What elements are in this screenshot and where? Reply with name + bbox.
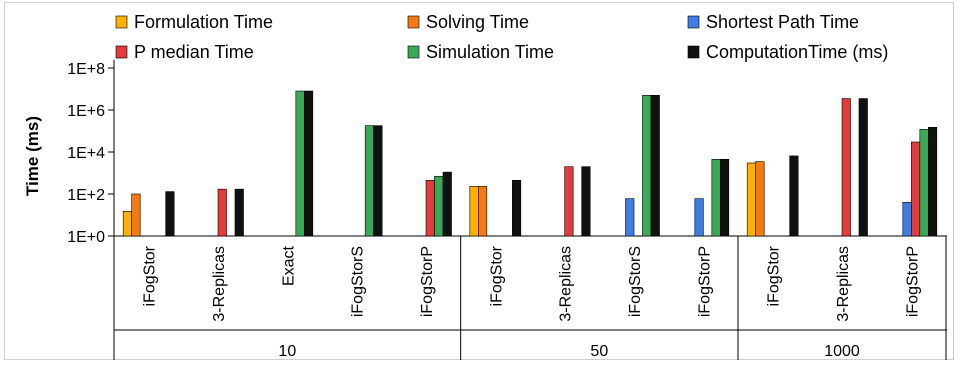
chart-frame [4,2,954,360]
category-label: iFogStor [488,245,505,306]
bar-simulation-time [364,125,374,237]
bar-shortest-path-time [902,202,912,237]
category-label: iFogStorP [419,246,436,317]
bar-simulation-time [434,175,444,237]
bar-formulation-time [122,211,132,237]
legend-label: Shortest Path Time [706,12,859,32]
category-label: 3-Replicas [558,246,575,322]
legend-label: ComputationTime (ms) [706,42,888,62]
legend-swatch [115,45,128,59]
legend-swatch [115,15,128,29]
legend-label: P median Time [134,42,254,62]
bar-computationtime-ms- [512,179,522,237]
bar-computationtime-ms- [720,158,730,237]
bar-computationtime-ms- [165,191,175,237]
bar-computationtime-ms- [442,171,452,237]
category-label: iFogStor [766,245,783,306]
legend-label: Solving Time [426,12,529,32]
legend-swatch [407,15,420,29]
bar-simulation-time [295,90,305,237]
bar-p-median-time [841,98,851,237]
bar-p-median-time [911,141,921,237]
bar-computationtime-ms- [858,98,868,237]
group-label: 10 [278,343,296,360]
bar-computationtime-ms- [928,127,938,237]
category-label: Exact [280,245,297,286]
legend-label: Formulation Time [134,12,273,32]
category-label: iFogStorS [627,246,644,317]
y-tick-label: 1E+0 [67,229,105,246]
bar-computationtime-ms- [234,188,244,237]
bar-computationtime-ms- [581,166,591,237]
bar-computationtime-ms- [650,95,660,237]
bar-p-median-time [217,188,227,237]
legend-swatch [687,15,700,29]
bar-computationtime-ms- [373,125,383,237]
bar-solving-time [478,186,488,237]
bar-simulation-time [919,129,929,237]
bar-shortest-path-time [694,198,704,237]
y-tick-label: 1E+2 [67,187,105,204]
legend-label: Simulation Time [426,42,554,62]
group-label: 50 [590,343,608,360]
bar-simulation-time [642,95,652,237]
bar-simulation-time [711,158,721,237]
bar-formulation-time [746,162,756,237]
category-label: 3-Replicas [835,246,852,322]
bar-shortest-path-time [625,198,635,237]
bar-computationtime-ms- [304,90,314,237]
legend-swatch [407,45,420,59]
bar-computationtime-ms- [789,155,799,237]
legend-swatch [687,45,700,59]
category-label: iFogStorP [696,246,713,317]
category-label: iFogStor [142,245,159,306]
category-label: iFogStorS [350,246,367,317]
y-axis-title: Time (ms) [23,116,42,196]
y-tick-label: 1E+4 [67,145,105,162]
y-tick-label: 1E+8 [67,61,105,78]
bar-p-median-time [564,166,574,237]
bar-p-median-time [425,179,435,237]
category-label: iFogStorP [904,246,921,317]
group-label: 1000 [824,343,860,360]
bar-solving-time [755,161,765,237]
category-label: 3-Replicas [211,246,228,322]
bar-formulation-time [469,186,479,237]
bar-solving-time [131,193,141,237]
y-tick-label: 1E+6 [67,103,105,120]
